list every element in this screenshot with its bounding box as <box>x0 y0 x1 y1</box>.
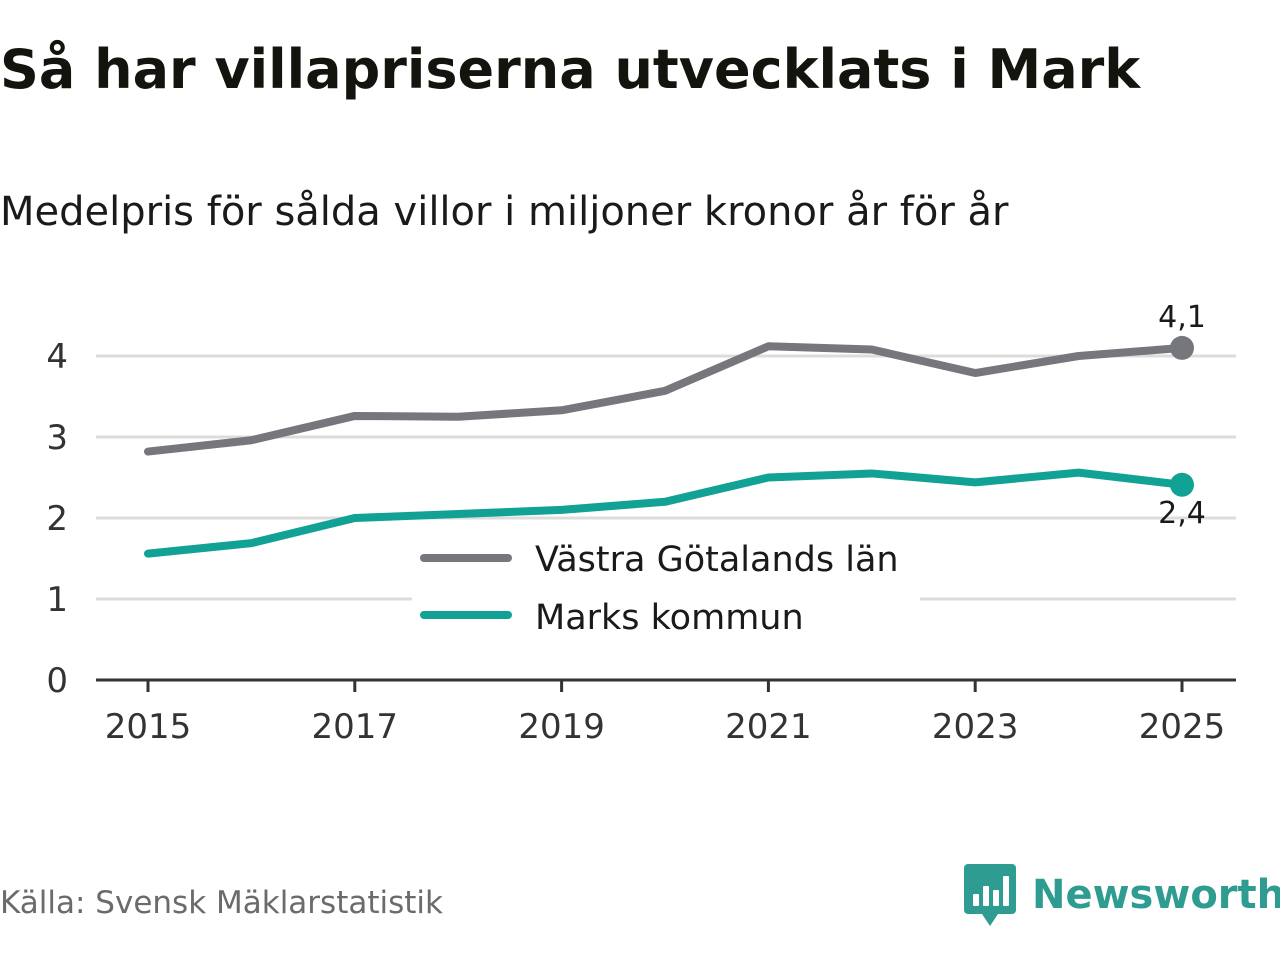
end-label-municipality: 2,4 <box>1158 496 1206 531</box>
series-lines <box>144 335 1194 558</box>
legend-label-region: Västra Götalands län <box>535 540 899 580</box>
bar-chart-speech-bubble-icon <box>964 864 1016 926</box>
y-tick-label: 4 <box>46 337 68 377</box>
y-axis-ticks: 0 1 2 3 4 <box>46 337 68 701</box>
data-point-municipality <box>661 498 669 506</box>
x-tick-label: 2019 <box>518 707 605 747</box>
end-point-region <box>1170 335 1194 360</box>
data-point-municipality <box>971 478 979 486</box>
data-point-region <box>661 387 669 395</box>
x-tick-label: 2023 <box>932 707 1019 747</box>
data-point-municipality <box>868 469 876 477</box>
x-tick-label: 2017 <box>312 707 399 747</box>
source-note: Källa: Svensk Mäklarstatistik <box>0 885 443 921</box>
data-point-region <box>971 369 979 377</box>
data-point-region <box>247 436 255 444</box>
data-point-municipality <box>764 474 772 482</box>
data-point-region <box>764 342 772 350</box>
data-point-region <box>558 406 566 414</box>
chart-subtitle: Medelpris för sålda villor i miljoner kr… <box>0 189 1009 235</box>
data-point-municipality <box>351 514 359 522</box>
data-point-region <box>868 346 876 354</box>
data-point-region <box>1075 352 1083 360</box>
y-tick-label: 3 <box>46 418 68 458</box>
legend-label-municipality: Marks kommun <box>535 598 804 638</box>
legend: Västra Götalands län Marks kommun <box>412 532 920 652</box>
data-point-region <box>351 412 359 420</box>
y-tick-label: 2 <box>46 499 68 539</box>
brand-logo: Newsworthy <box>964 864 1280 926</box>
end-point-municipality <box>1170 472 1194 497</box>
end-labels: 4,1 2,4 <box>1158 300 1206 531</box>
end-label-region: 4,1 <box>1158 300 1206 335</box>
data-point-region <box>144 448 152 456</box>
x-axis-ticks: 2015 2017 2019 2021 2023 2025 <box>105 680 1226 747</box>
x-tick-label: 2025 <box>1139 707 1226 747</box>
data-point-region <box>454 413 462 421</box>
data-point-municipality <box>454 510 462 518</box>
legend-background <box>412 532 920 652</box>
series-line-region <box>144 342 1186 456</box>
y-tick-label: 1 <box>46 580 68 620</box>
x-tick-label: 2021 <box>725 707 812 747</box>
y-tick-label: 0 <box>46 661 68 701</box>
series-line-municipality <box>144 468 1186 558</box>
chart-title: Så har villapriserna utvecklats i Mark <box>0 38 1141 101</box>
x-tick-label: 2015 <box>105 707 192 747</box>
data-point-municipality <box>558 506 566 514</box>
data-point-municipality <box>1075 469 1083 477</box>
data-point-municipality <box>144 550 152 558</box>
data-point-municipality <box>247 539 255 547</box>
brand-name: Newsworthy <box>1032 872 1280 918</box>
